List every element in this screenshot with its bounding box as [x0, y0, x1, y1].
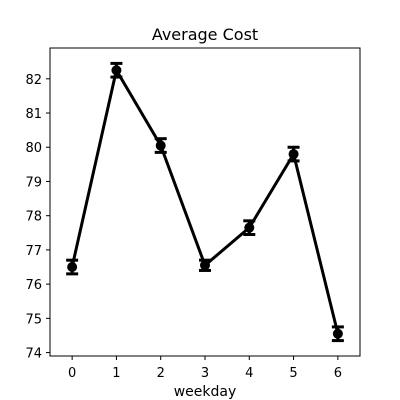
plot-area [49, 47, 361, 357]
y-axis-ticks: 74 75 76 77 78 79 80 81 82 [25, 73, 50, 362]
x-axis-ticks: 0 1 2 3 4 5 6 [68, 356, 342, 381]
data-point [244, 222, 255, 233]
data-point [288, 149, 299, 160]
data-point [67, 262, 78, 273]
y-tick-label: 74 [25, 347, 42, 362]
data-points [67, 65, 343, 339]
x-tick-label: 3 [201, 366, 209, 381]
y-tick-label: 79 [25, 175, 42, 190]
y-tick-label: 78 [25, 210, 42, 225]
y-tick-label: 76 [25, 278, 42, 293]
series-line [70, 66, 340, 335]
data-point [155, 140, 166, 151]
x-tick-label: 5 [289, 366, 297, 381]
y-tick-label: 80 [25, 141, 42, 156]
x-tick-label: 1 [112, 366, 120, 381]
data-point [332, 328, 343, 339]
x-axis-label: weekday [174, 384, 237, 400]
x-tick-label: 6 [334, 366, 342, 381]
x-tick-label: 2 [157, 366, 165, 381]
data-point [111, 65, 122, 76]
chart-title: Average Cost [152, 25, 258, 44]
y-tick-label: 81 [25, 107, 42, 122]
y-tick-label: 82 [25, 73, 42, 88]
x-tick-label: 4 [245, 366, 253, 381]
y-tick-label: 77 [25, 244, 42, 259]
y-tick-label: 75 [25, 312, 42, 327]
data-point [200, 260, 210, 271]
x-tick-label: 0 [68, 366, 76, 381]
